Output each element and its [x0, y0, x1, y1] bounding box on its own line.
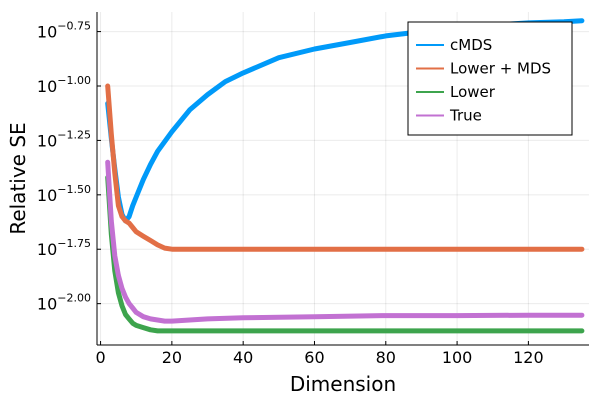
y-tick-label: 10−1.75 — [37, 237, 91, 259]
legend-label: cMDS — [450, 36, 492, 54]
x-tick-label: 20 — [162, 348, 182, 367]
y-tick-label: 10−1.00 — [37, 74, 91, 96]
x-tick-label: 100 — [442, 348, 473, 367]
series-line-lower-mds — [105, 83, 585, 252]
x-tick-label: 40 — [233, 348, 253, 367]
x-axis-title: Dimension — [290, 372, 396, 396]
tick-labels: 0 20 40 60 80 100 120 10−0.75 10−1.00 10−1.25 10−1… — [37, 20, 544, 367]
axes — [96, 12, 589, 346]
x-tick-label: 60 — [304, 348, 324, 367]
x-tick-label: 80 — [376, 348, 396, 367]
x-tick-label: 120 — [513, 348, 544, 367]
series-line-true — [105, 159, 585, 324]
y-tick-label: 10−1.50 — [37, 183, 91, 205]
y-tick-label: 10−0.75 — [37, 20, 91, 42]
legend-label: Lower — [450, 83, 496, 101]
x-tick-label: 0 — [95, 348, 105, 367]
legend-label: True — [449, 107, 482, 125]
y-axis-title: Relative SE — [6, 122, 30, 234]
series-line-lower — [105, 174, 585, 334]
legend: cMDS Lower + MDS Lower True — [407, 21, 573, 136]
y-tick-label: 10−1.25 — [37, 128, 91, 150]
y-tick-label: 10−2.00 — [37, 292, 91, 314]
legend-label: Lower + MDS — [450, 60, 551, 78]
